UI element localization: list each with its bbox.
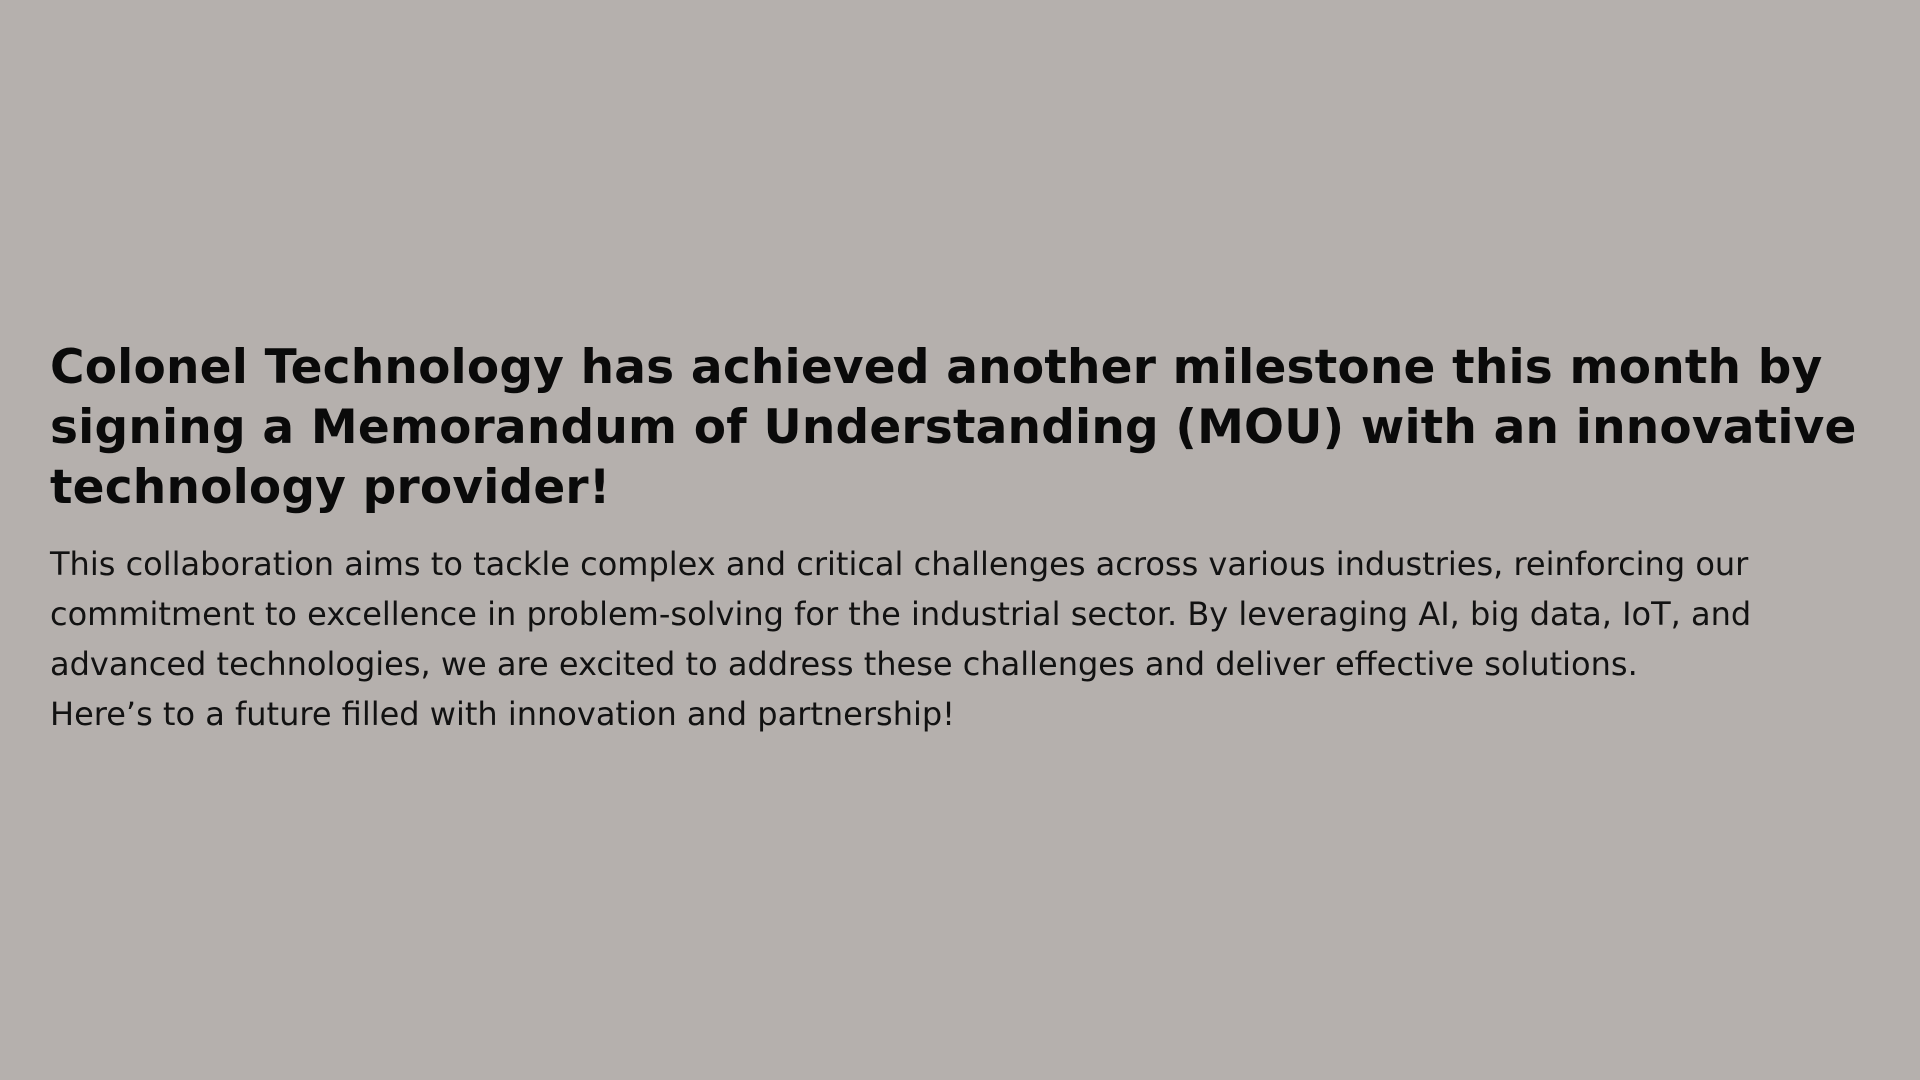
announcement-headline: Colonel Technology has achieved another … [50,340,1857,515]
announcement-body: This collaboration aims to tackle comple… [50,539,1880,739]
body-paragraph: This collaboration aims to tackle comple… [50,545,1752,683]
closing-line: Here’s to a future filled with innovatio… [50,695,955,733]
announcement-content: Colonel Technology has achieved another … [50,338,1880,739]
